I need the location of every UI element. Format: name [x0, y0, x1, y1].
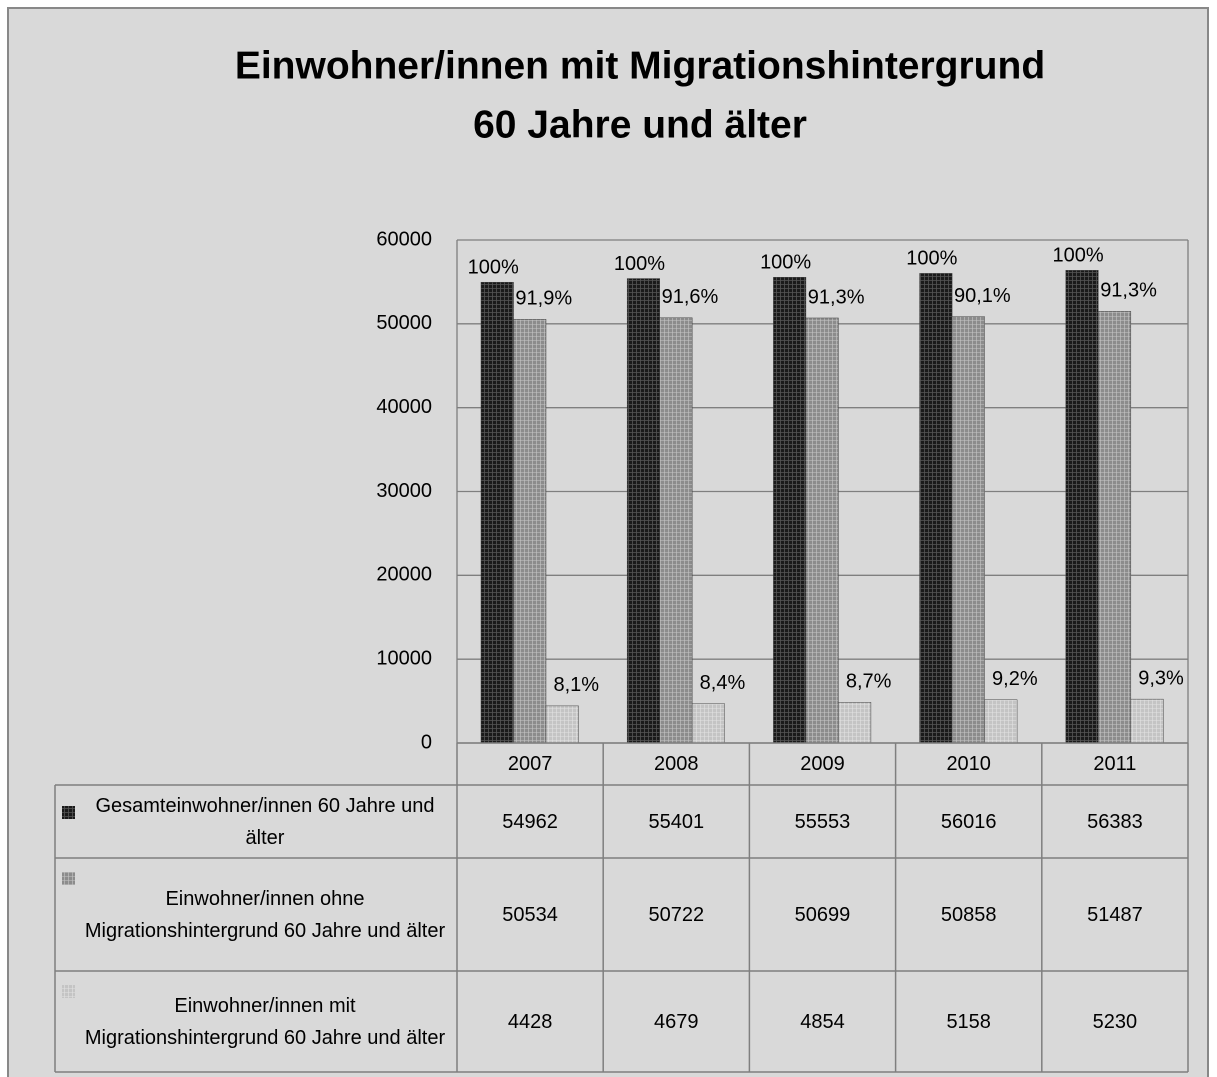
table-value: 4428: [507, 1010, 553, 1033]
table-value: 50722: [648, 903, 705, 926]
table-value: 50699: [794, 903, 851, 926]
table-value: 50858: [940, 903, 997, 926]
chart-title: Einwohner/innen mit Migrationshintergrun…: [235, 44, 1045, 87]
table-value: 51487: [1087, 903, 1143, 926]
y-tick-label: 50000: [376, 312, 432, 334]
legend-swatch: [62, 985, 75, 998]
bar: [919, 273, 953, 744]
bar: [838, 702, 872, 744]
x-tick-label: 2011: [1093, 753, 1137, 775]
value-label: 91,9%: [515, 288, 572, 310]
value-label: 100%: [906, 248, 957, 270]
bar: [1065, 270, 1099, 744]
bar: [773, 277, 807, 744]
value-label: 100%: [468, 257, 519, 279]
bar: [805, 317, 839, 744]
x-tick-label: 2008: [654, 753, 699, 775]
table-value: 4854: [800, 1010, 845, 1033]
y-tick-label: 0: [421, 731, 432, 753]
bar: [951, 316, 985, 744]
value-label: 100%: [1052, 245, 1103, 267]
table-value: 5158: [946, 1010, 991, 1033]
y-tick-label: 20000: [376, 564, 432, 586]
chart-frame: [7, 7, 1209, 1077]
x-tick-label: 2007: [507, 753, 553, 775]
chart-title: 60 Jahre und älter: [473, 103, 807, 146]
bar: [659, 317, 693, 744]
table-value: 50534: [502, 903, 558, 926]
x-tick-label: 2010: [946, 753, 991, 775]
y-tick-label: 30000: [376, 480, 432, 502]
value-label: 91,3%: [1100, 280, 1157, 302]
legend-label: Einwohner/innen ohne Migrationshintergru…: [84, 887, 446, 942]
bar: [1130, 698, 1164, 744]
value-label: 8,1%: [553, 674, 599, 696]
value-label: 9,3%: [1138, 667, 1184, 689]
legend-label: Einwohner/innen mit Migrationshintergrun…: [84, 994, 446, 1049]
bar: [545, 705, 579, 744]
value-label: 9,2%: [992, 668, 1038, 690]
y-tick-label: 10000: [376, 647, 432, 669]
table-value: 55553: [794, 810, 851, 833]
value-label: 90,1%: [954, 285, 1011, 307]
bar: [984, 699, 1018, 744]
legend-swatch: [62, 872, 75, 885]
x-tick-label: 2009: [800, 753, 845, 775]
y-tick-label: 40000: [376, 396, 432, 418]
bar: [480, 281, 514, 744]
y-tick-label: 60000: [376, 228, 432, 250]
table-value: 4679: [654, 1010, 699, 1033]
bar: [513, 319, 547, 744]
table-value: 55401: [648, 810, 705, 833]
legend-label: Gesamteinwohner/innen 60 Jahre und älter: [95, 794, 435, 849]
bar: [691, 703, 725, 744]
value-label: 8,7%: [846, 671, 892, 693]
value-label: 100%: [760, 252, 811, 274]
bar: [626, 278, 660, 744]
bar: [1098, 311, 1132, 744]
value-label: 91,3%: [808, 286, 865, 308]
value-label: 8,4%: [700, 672, 746, 694]
value-label: 91,6%: [662, 286, 719, 308]
value-label: 100%: [614, 253, 665, 275]
table-value: 54962: [502, 810, 558, 833]
table-value: 56016: [940, 810, 997, 833]
table-value: 56383: [1087, 810, 1143, 833]
table-value: 5230: [1092, 1010, 1138, 1033]
legend-swatch: [62, 806, 75, 819]
chart-background: [8, 8, 1208, 1077]
